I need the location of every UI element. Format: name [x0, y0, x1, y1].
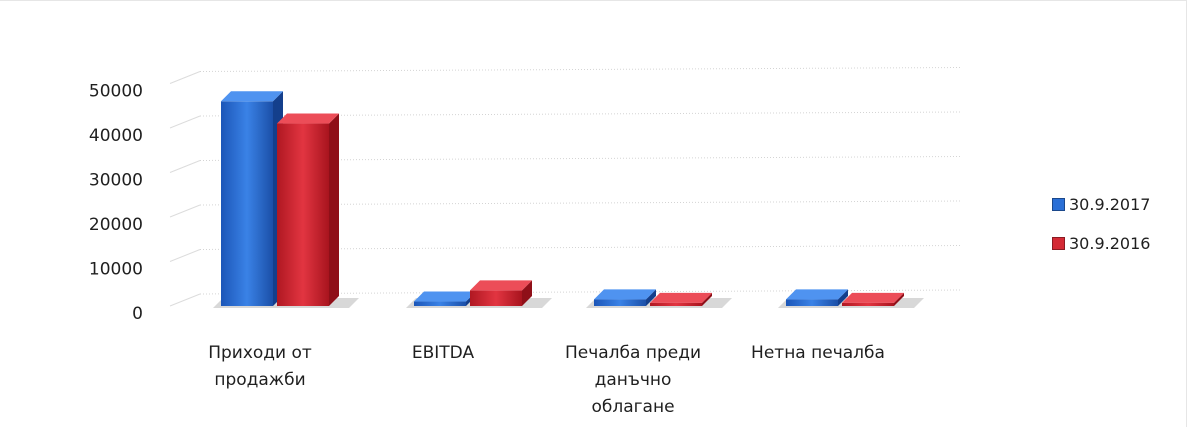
bar-top-1-3 [842, 292, 904, 303]
y-tick-label-1: 10000 [89, 260, 143, 280]
y-axis-ticks: 0 10000 20000 30000 40000 50000 [89, 82, 143, 325]
bar-top-0-1 [414, 291, 476, 302]
y-tick-label-5: 50000 [89, 82, 143, 102]
y-tick-label-4: 40000 [89, 126, 143, 146]
bar-1-1 [470, 280, 532, 306]
gridline-5 [199, 67, 961, 72]
legend: 30.9.2017 30.9.2016 [1052, 193, 1182, 271]
bar-1-2 [650, 292, 712, 306]
y-tick-label-2: 20000 [89, 215, 143, 235]
bar-side-1-3 [894, 292, 904, 306]
side-wall-line-5 [169, 71, 201, 84]
category-label-2-2: облагане [591, 397, 674, 417]
legend-label-1: 30.9.2016 [1069, 233, 1151, 253]
bar-top-1-1 [470, 280, 532, 291]
side-wall-line-1 [169, 249, 201, 262]
bar-top-1-0 [277, 113, 339, 124]
category-label-1-0: EBITDA [412, 343, 475, 363]
side-wall-line-4 [169, 115, 201, 129]
bar-front-0-0 [221, 101, 273, 306]
legend-item-1: 30.9.2016 [1052, 232, 1182, 254]
legend-item-0: 30.9.2017 [1052, 193, 1182, 215]
bar-side-0-2 [646, 289, 656, 306]
side-wall-line-3 [169, 160, 201, 173]
y-tick-label-0: 0 [132, 304, 143, 324]
bar-front-1-2 [650, 302, 702, 306]
bar-0-0 [221, 91, 283, 306]
side-wall-line-0 [169, 293, 201, 307]
y-tick-label-3: 30000 [89, 171, 143, 191]
bar-top-0-2 [594, 289, 656, 300]
legend-swatch-1 [1052, 236, 1065, 250]
category-label-2-0: Печалба преди [565, 343, 701, 363]
bar-1-0 [277, 113, 339, 306]
bar-side-0-3 [838, 289, 848, 306]
category-label-3-0: Нетна печалба [751, 343, 885, 363]
bar-front-1-0 [277, 123, 329, 306]
bar-top-0-3 [786, 289, 848, 300]
bar-1-3 [842, 292, 904, 306]
side-wall-line-2 [169, 204, 201, 218]
bar-side-1-2 [702, 292, 712, 306]
bar-front-1-1 [470, 290, 522, 306]
category-label-0-1: продажби [214, 370, 305, 390]
bar-front-0-2 [594, 299, 646, 306]
bar-side-1-0 [329, 113, 339, 306]
bar-front-0-1 [414, 301, 466, 306]
category-label-2-1: данъчно [595, 370, 672, 390]
x-axis-categories: Приходи от продажби EBITDA Печалба преди дан… [208, 343, 885, 417]
legend-swatch-0 [1052, 197, 1065, 211]
bar-top-1-2 [650, 292, 712, 303]
bar-top-0-0 [221, 91, 283, 102]
bar-front-1-3 [842, 302, 894, 306]
bar-front-0-3 [786, 299, 838, 306]
legend-label-0: 30.9.2017 [1069, 194, 1151, 214]
bars [213, 91, 924, 308]
bar-side-1-1 [522, 280, 532, 306]
bar-0-2 [594, 289, 656, 306]
bar-0-1 [414, 291, 476, 306]
bar-0-3 [786, 289, 848, 306]
category-label-0-0: Приходи от [208, 343, 312, 363]
